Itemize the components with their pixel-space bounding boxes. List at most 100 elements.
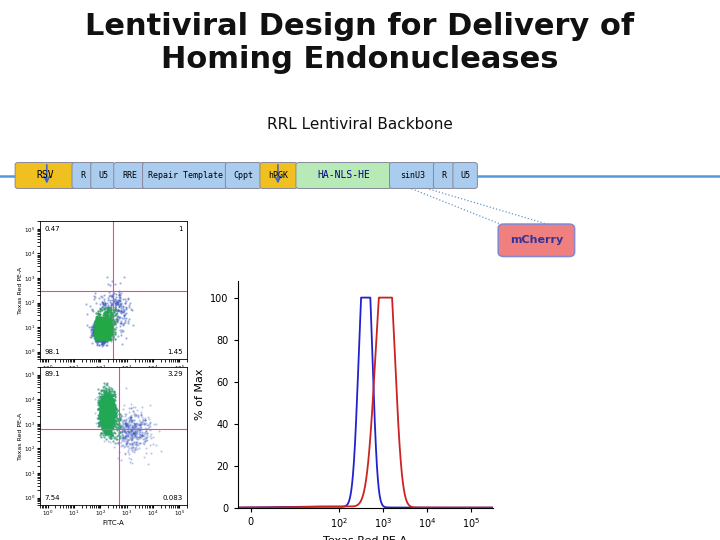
Point [104,413,116,421]
Point [105,330,117,339]
Point [96,418,107,427]
Point [100,331,112,340]
Point [99,400,110,408]
Point [104,291,116,300]
Point [94,328,105,337]
Point [96,400,107,408]
Point [93,320,104,329]
Point [100,397,112,406]
Point [95,321,107,330]
Point [104,414,115,423]
Point [107,410,118,419]
Point [102,407,114,415]
Point [100,403,112,411]
Point [102,410,113,419]
Point [127,442,139,451]
Point [99,408,111,417]
Point [96,402,107,411]
Point [100,404,112,413]
Point [98,321,109,329]
Point [94,396,106,404]
Point [103,415,114,423]
Point [96,319,108,327]
Point [97,322,109,331]
Point [104,423,116,431]
Point [99,404,111,413]
Point [104,416,116,425]
Point [105,397,117,406]
Point [94,323,106,332]
Point [94,320,105,328]
Point [94,321,105,329]
Point [104,437,116,446]
Point [99,335,111,344]
Point [104,401,115,409]
Point [96,325,107,334]
Point [86,305,98,313]
Point [144,417,156,426]
Point [96,401,107,410]
Point [102,394,114,403]
Point [99,403,111,412]
Point [95,318,107,326]
Point [103,406,114,415]
Point [93,320,104,329]
Point [102,417,113,426]
Point [96,326,108,335]
Point [96,329,108,338]
Point [98,397,109,406]
Point [97,322,109,330]
Point [96,332,108,340]
Point [97,409,109,417]
Point [96,315,107,324]
Point [105,401,117,410]
Point [104,400,115,409]
Point [104,404,116,413]
Point [102,323,113,332]
Point [103,420,114,428]
Point [97,401,109,410]
Point [94,330,105,339]
Point [94,327,106,336]
Point [102,314,113,323]
Point [99,408,110,416]
Point [98,396,109,405]
Point [96,326,107,334]
Point [104,418,115,427]
Point [104,410,115,418]
Point [91,329,103,338]
Point [94,325,105,333]
Point [99,411,111,420]
Point [98,401,109,410]
Point [101,414,112,422]
Point [109,413,120,421]
Point [94,409,106,417]
Point [104,422,116,430]
Point [103,416,114,424]
Point [95,320,107,328]
Point [100,418,112,427]
Point [101,396,112,404]
Point [103,408,114,417]
Point [96,411,107,420]
Point [96,415,107,423]
Point [99,411,111,420]
Point [104,394,115,402]
Point [106,430,117,439]
Point [96,423,108,431]
Point [129,424,140,433]
Point [103,410,114,419]
Point [125,416,136,424]
Point [98,407,109,415]
Point [102,418,113,427]
Point [96,320,108,328]
Point [102,418,114,427]
Point [95,390,107,399]
Point [107,311,118,320]
Point [107,319,118,327]
Point [92,316,104,325]
Point [91,332,102,340]
Point [106,415,117,424]
Point [99,318,110,326]
Point [97,315,109,323]
